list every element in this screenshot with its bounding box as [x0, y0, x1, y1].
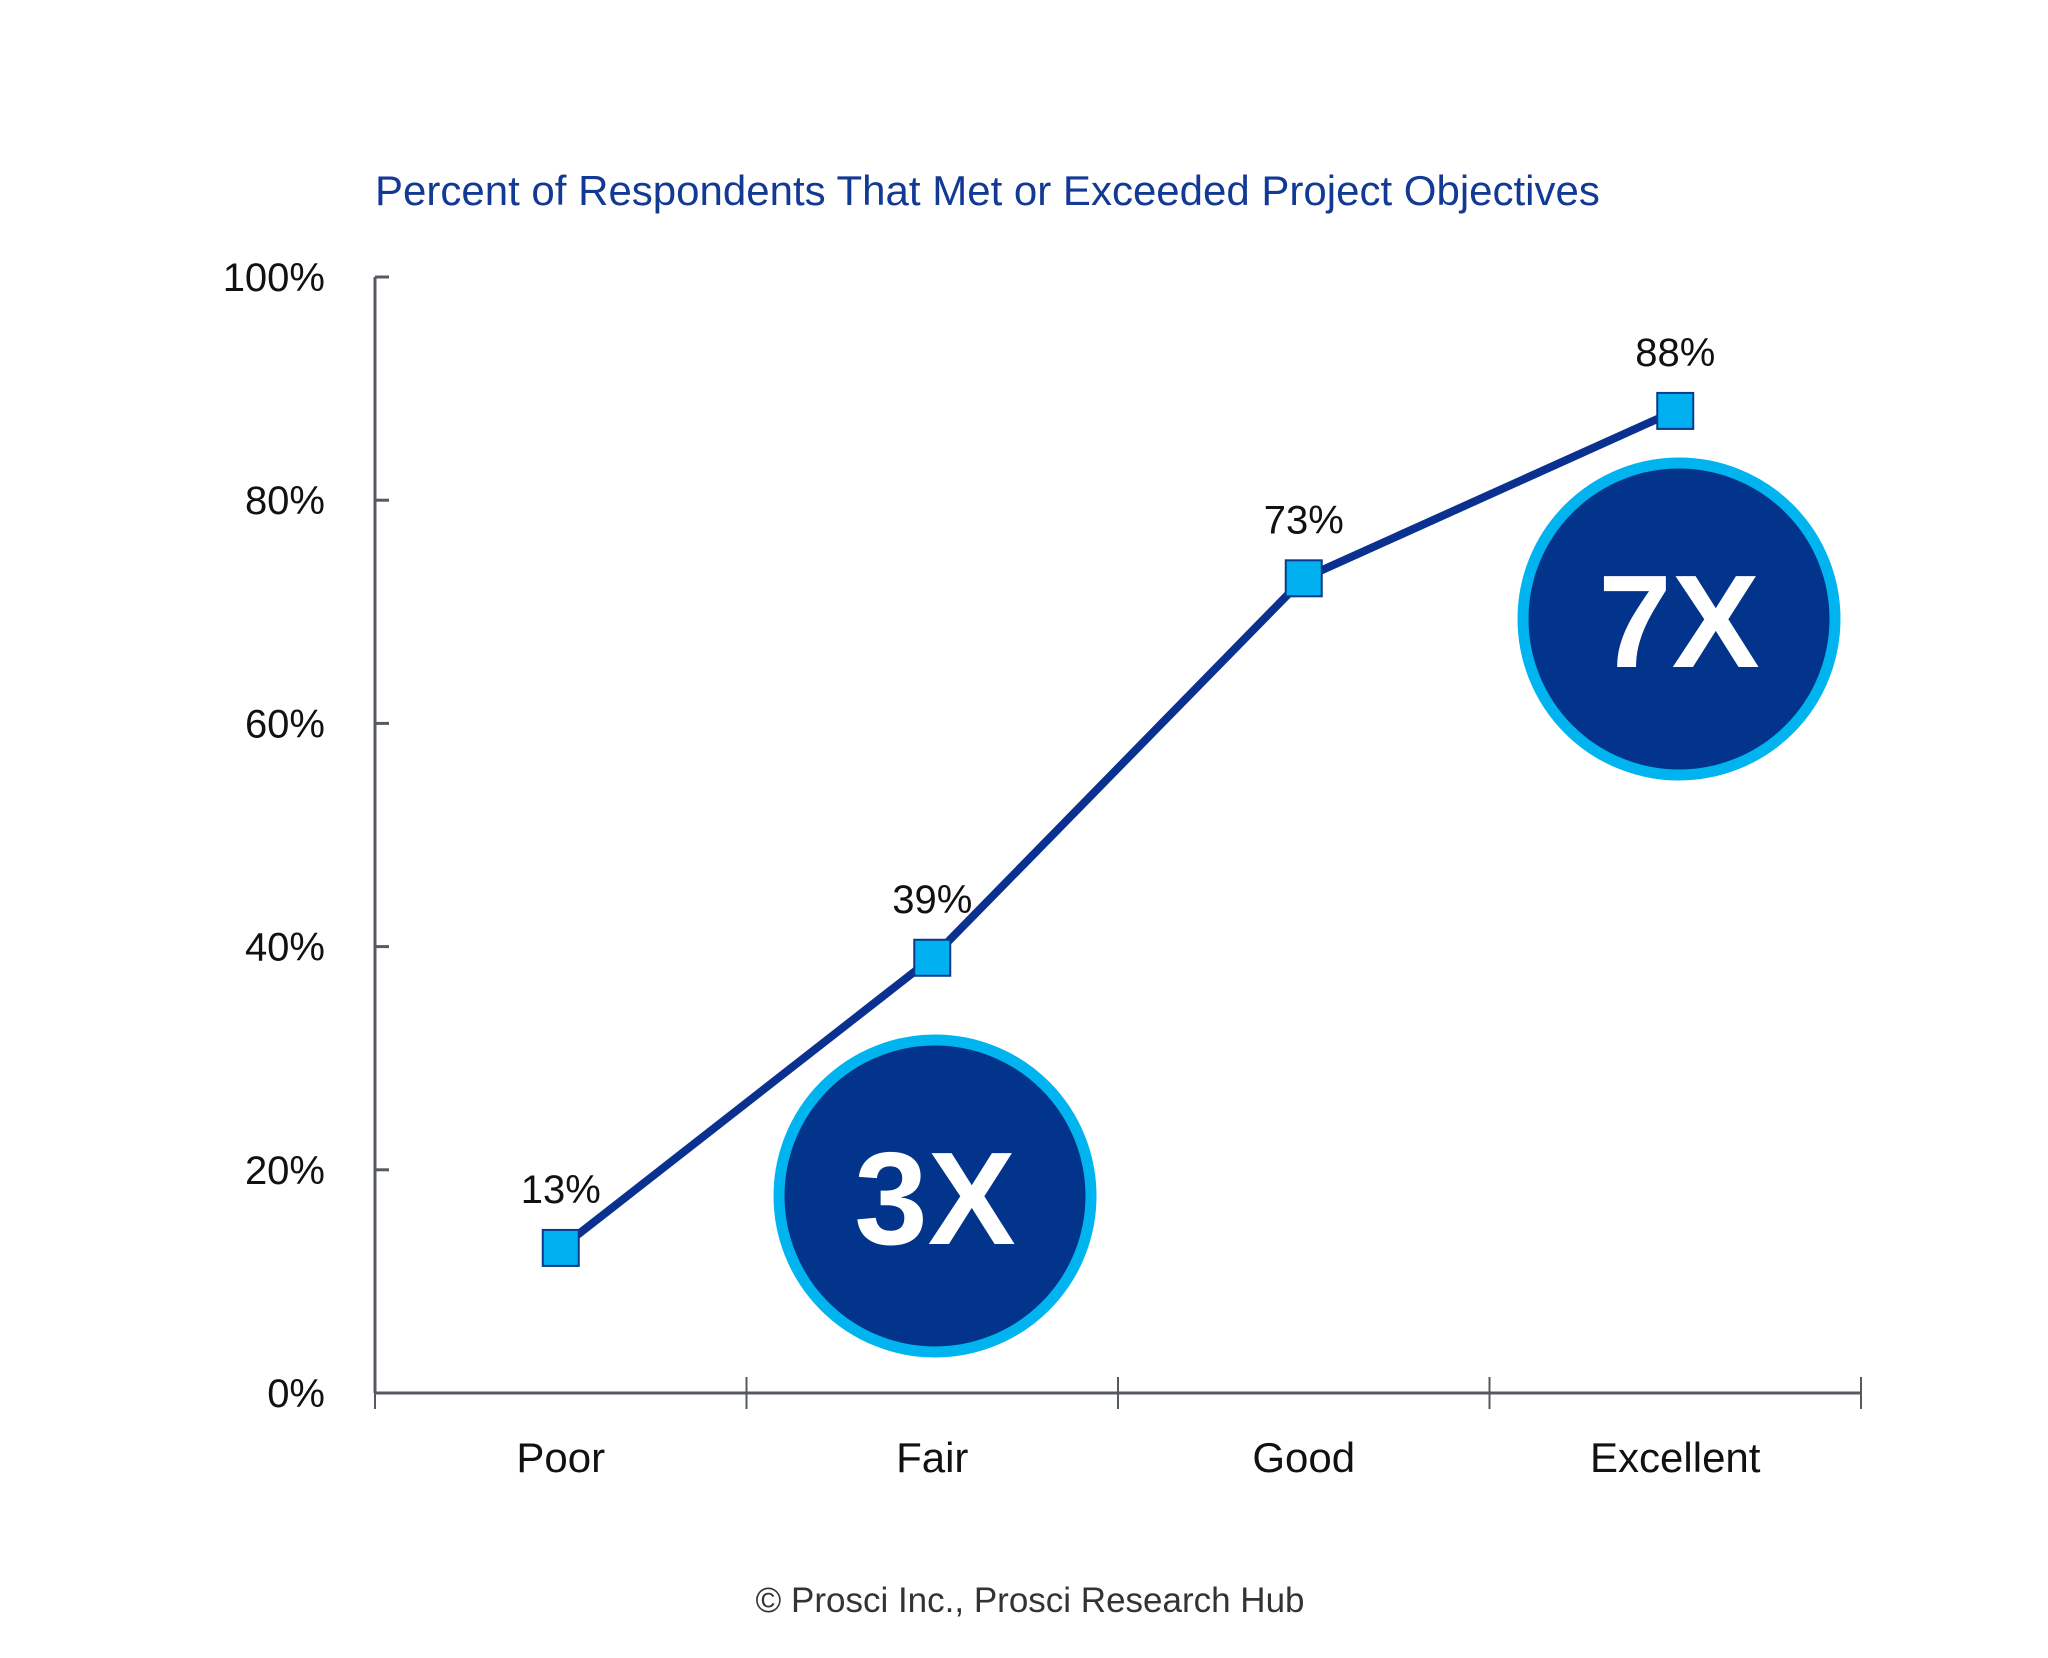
y-tick-label: 0% [267, 1372, 325, 1416]
x-tick-label: Poor [516, 1434, 605, 1481]
data-point-marker [1656, 391, 1695, 430]
y-tick-label: 40% [245, 926, 325, 970]
data-point-marker [913, 938, 952, 977]
data-label: 73% [1264, 498, 1344, 542]
multiplier-label: 3X [854, 1125, 1015, 1272]
data-point-marker [541, 1228, 580, 1267]
data-label: 39% [892, 878, 972, 922]
chart-title: Percent of Respondents That Met or Excee… [375, 167, 1600, 214]
data-point-marker [1284, 559, 1323, 598]
multiplier-label: 7X [1598, 548, 1759, 695]
y-tick-label: 20% [245, 1149, 325, 1193]
x-tick-label: Excellent [1590, 1434, 1761, 1481]
y-tick-label: 80% [245, 479, 325, 523]
multiplier-badge [773, 1034, 1097, 1358]
y-tick-label: 100% [223, 256, 325, 300]
y-tick-label: 60% [245, 702, 325, 746]
x-tick-label: Fair [896, 1434, 968, 1481]
series-line [558, 407, 1677, 1252]
x-tick-label: Good [1252, 1434, 1355, 1481]
copyright-footer: © Prosci Inc., Prosci Research Hub [755, 1581, 1304, 1620]
data-label: 13% [521, 1168, 601, 1212]
data-label: 88% [1635, 331, 1715, 375]
multiplier-badge [1517, 457, 1841, 781]
